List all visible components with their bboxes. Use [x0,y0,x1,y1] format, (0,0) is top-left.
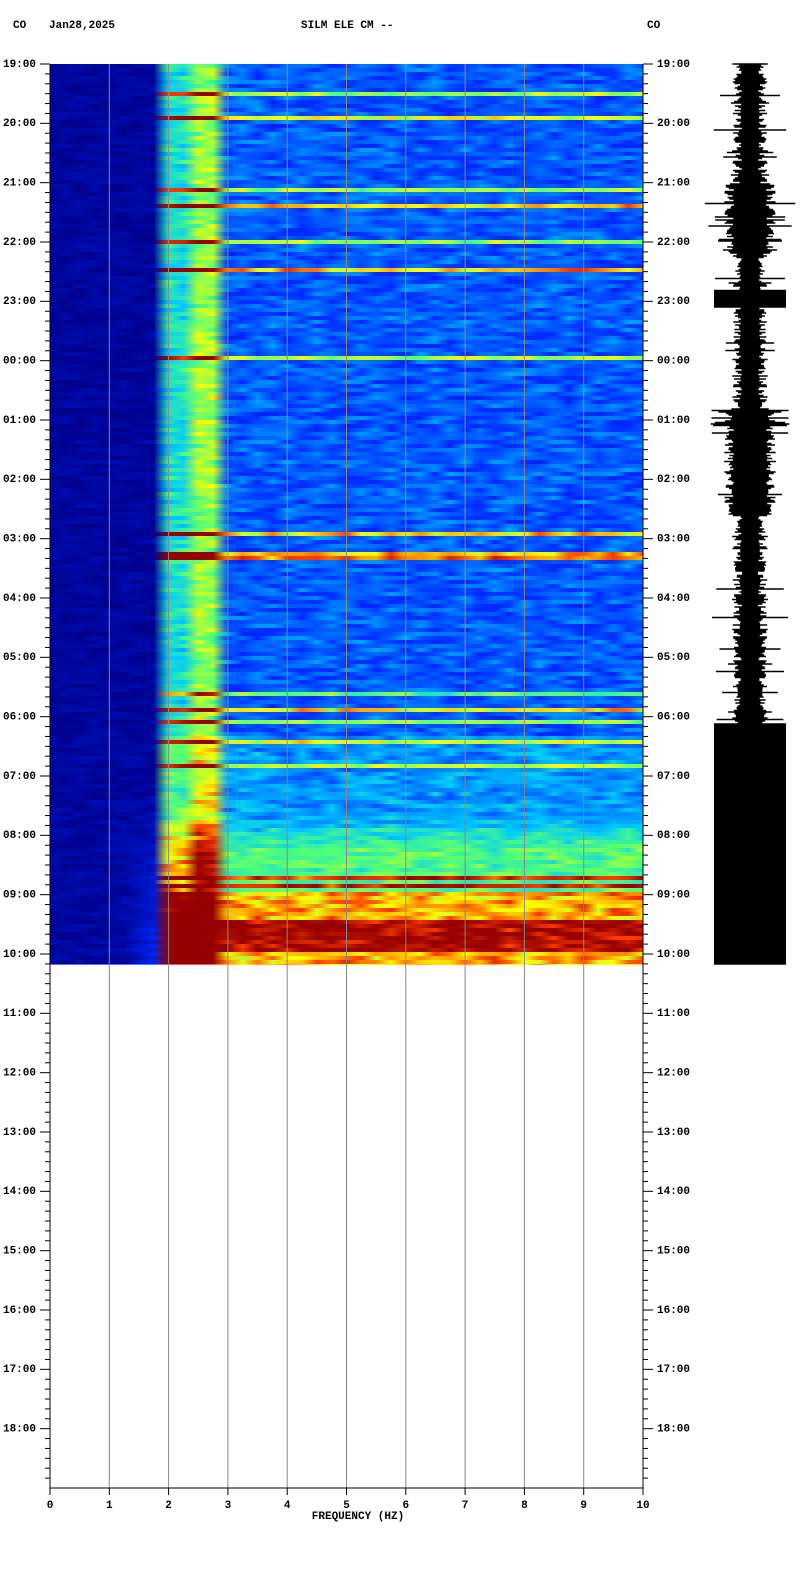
y-tick-label-left: 14:00 [3,1186,36,1198]
x-axis-label: FREQUENCY (HZ) [312,1511,404,1523]
y-tick-label-left: 09:00 [3,890,36,902]
y-tick-label-right: 01:00 [657,415,690,427]
y-tick-label-left: 03:00 [3,534,36,546]
x-tick-label: 6 [402,1500,409,1512]
y-tick-label-right: 21:00 [657,178,690,190]
y-tick-label-right: 09:00 [657,890,690,902]
y-tick-label-right: 03:00 [657,534,690,546]
y-tick-label-left: 16:00 [3,1305,36,1317]
y-tick-label-right: 05:00 [657,652,690,664]
y-tick-label-right: 14:00 [657,1186,690,1198]
y-tick-label-left: 05:00 [3,652,36,664]
y-tick-label-left: 23:00 [3,296,36,308]
x-tick-label: 3 [225,1500,232,1512]
x-tick-label: 1 [106,1500,113,1512]
y-tick-label-left: 11:00 [3,1008,36,1020]
x-tick-label: 4 [284,1500,291,1512]
y-tick-label-left: 02:00 [3,474,36,486]
x-tick-label: 10 [636,1500,649,1512]
y-tick-label-left: 15:00 [3,1246,36,1258]
y-tick-label-left: 04:00 [3,593,36,605]
y-tick-label-right: 06:00 [657,712,690,724]
y-tick-label-right: 18:00 [657,1424,690,1436]
station-right: CO [647,20,661,32]
y-tick-label-right: 12:00 [657,1068,690,1080]
station-left: CO [13,20,27,32]
y-tick-label-right: 23:00 [657,296,690,308]
y-tick-label-right: 20:00 [657,118,690,130]
y-tick-label-left: 13:00 [3,1127,36,1139]
y-tick-label-left: 07:00 [3,771,36,783]
y-tick-label-left: 00:00 [3,356,36,368]
y-tick-label-right: 02:00 [657,474,690,486]
x-tick-label: 7 [462,1500,469,1512]
x-tick-label: 0 [47,1500,54,1512]
chart-title: SILM ELE CM -- [301,20,393,32]
waveform [704,63,796,965]
y-tick-label-left: 01:00 [3,415,36,427]
y-tick-label-left: 17:00 [3,1364,36,1376]
y-tick-label-right: 15:00 [657,1246,690,1258]
y-tick-label-right: 10:00 [657,949,690,961]
x-tick-label: 2 [165,1500,172,1512]
y-tick-label-left: 12:00 [3,1068,36,1080]
y-tick-label-right: 17:00 [657,1364,690,1376]
x-tick-label: 5 [343,1500,350,1512]
y-tick-label-left: 20:00 [3,118,36,130]
y-tick-label-right: 13:00 [657,1127,690,1139]
y-tick-label-left: 10:00 [3,949,36,961]
y-tick-label-right: 04:00 [657,593,690,605]
y-tick-label-left: 22:00 [3,237,36,249]
y-tick-label-left: 08:00 [3,830,36,842]
waveform-trace [704,63,796,965]
y-tick-label-left: 21:00 [3,178,36,190]
y-tick-label-right: 00:00 [657,356,690,368]
y-tick-label-right: 07:00 [657,771,690,783]
date: Jan28,2025 [49,20,115,32]
y-tick-label-left: 19:00 [3,59,36,71]
y-tick-label-right: 22:00 [657,237,690,249]
y-tick-label-right: 08:00 [657,830,690,842]
y-tick-label-left: 18:00 [3,1424,36,1436]
y-tick-label-right: 11:00 [657,1008,690,1020]
y-tick-label-right: 19:00 [657,59,690,71]
x-tick-label: 8 [521,1500,528,1512]
y-tick-label-left: 06:00 [3,712,36,724]
y-tick-label-right: 16:00 [657,1305,690,1317]
x-tick-label: 9 [580,1500,587,1512]
